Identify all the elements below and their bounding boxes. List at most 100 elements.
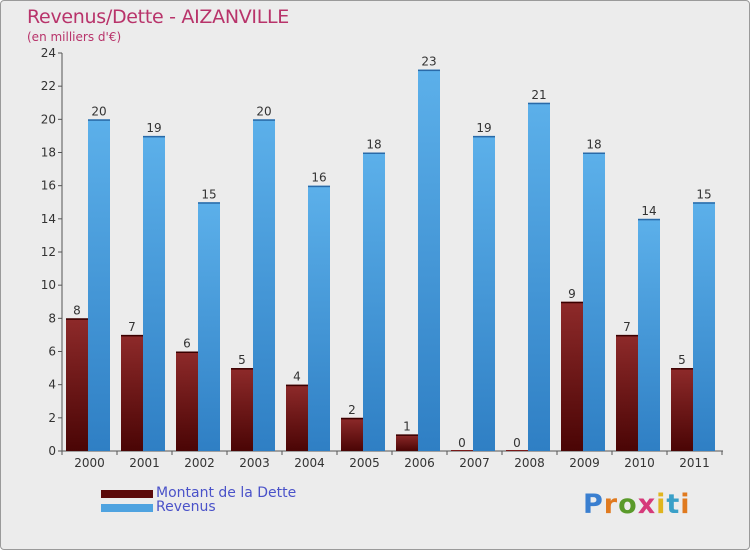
- y-tick-label: 22: [41, 79, 56, 93]
- data-label: 16: [311, 171, 326, 185]
- logo-letter: P: [583, 489, 604, 520]
- bar-revenus-top: [308, 185, 330, 188]
- y-tick-label: 14: [41, 212, 56, 226]
- x-tick-label: 2005: [349, 456, 380, 470]
- bar-dette: [451, 450, 473, 451]
- y-tick-label: 18: [41, 146, 56, 160]
- bar-dette: [286, 384, 308, 451]
- bar-revenus: [418, 69, 440, 451]
- x-tick-label: 2007: [459, 456, 490, 470]
- legend-swatch-dette: [101, 490, 153, 498]
- bar-revenus-top: [363, 152, 385, 154]
- data-label: 18: [586, 138, 601, 152]
- bar-revenus: [363, 152, 385, 451]
- data-label: 7: [128, 320, 136, 334]
- bar-dette: [616, 334, 638, 451]
- bar-dette-top: [671, 368, 693, 370]
- data-label: 7: [623, 320, 631, 334]
- data-label: 20: [256, 104, 271, 118]
- bar-revenus-top: [198, 202, 220, 204]
- bar-revenus: [473, 135, 495, 451]
- proxiti-logo: Proxiti: [583, 489, 691, 520]
- bar-revenus: [88, 119, 110, 451]
- bar-revenus: [308, 185, 330, 451]
- x-tick-label: 2000: [74, 456, 105, 470]
- logo-letter: o: [618, 489, 638, 520]
- x-tick-label: 2008: [514, 456, 545, 470]
- bar-dette-top: [616, 334, 638, 337]
- bar-dette-top: [66, 318, 88, 320]
- bar-dette: [506, 450, 528, 451]
- x-tick-label: 2003: [239, 456, 270, 470]
- bar-dette: [66, 318, 88, 451]
- logo-letter: i: [656, 489, 667, 520]
- bar-revenus-top: [528, 102, 550, 105]
- bar-dette: [671, 368, 693, 451]
- chart-subtitle: (en milliers d'€): [27, 30, 122, 44]
- bar-dette: [121, 334, 143, 451]
- y-tick-label: 8: [48, 311, 56, 325]
- logo-letter: r: [603, 489, 619, 520]
- data-label: 19: [146, 121, 161, 135]
- data-label: 5: [238, 353, 246, 367]
- x-tick-label: 2001: [129, 456, 160, 470]
- data-label: 20: [91, 104, 106, 118]
- bar-revenus-top: [253, 119, 275, 121]
- bar-revenus-top: [583, 152, 605, 154]
- bar-dette-top: [341, 417, 363, 420]
- data-label: 21: [531, 88, 546, 102]
- x-tick-label: 2004: [294, 456, 325, 470]
- x-tick-label: 2011: [679, 456, 710, 470]
- y-tick-label: 0: [48, 444, 56, 458]
- y-tick-label: 10: [41, 278, 56, 292]
- bar-revenus-top: [638, 218, 660, 221]
- x-tick-label: 2010: [624, 456, 655, 470]
- y-tick-label: 24: [41, 46, 56, 60]
- data-label: 5: [678, 353, 686, 367]
- y-tick-label: 4: [48, 378, 56, 392]
- data-label: 19: [476, 121, 491, 135]
- x-tick-label: 2002: [184, 456, 215, 470]
- logo-letter: i: [680, 489, 691, 520]
- legend-swatch-revenus: [101, 504, 153, 512]
- bar-revenus-top: [418, 69, 440, 72]
- data-label: 18: [366, 138, 381, 152]
- legend-label-revenus: Revenus: [156, 499, 216, 515]
- bar-dette-top: [396, 434, 418, 436]
- data-label: 0: [513, 436, 521, 450]
- x-tick-label: 2006: [404, 456, 435, 470]
- bar-revenus: [198, 202, 220, 451]
- data-label: 9: [568, 287, 576, 301]
- bar-dette: [396, 434, 418, 451]
- chart-title: Revenus/Dette - AIZANVILLE: [27, 6, 290, 28]
- data-label: 15: [201, 187, 216, 201]
- y-tick-label: 2: [48, 411, 56, 425]
- data-label: 8: [73, 303, 81, 317]
- bar-dette-top: [231, 368, 253, 370]
- bar-revenus-top: [88, 119, 110, 121]
- bar-dette-top: [176, 351, 198, 353]
- bar-dette-top: [561, 301, 583, 304]
- data-label: 23: [421, 55, 436, 69]
- y-tick-label: 16: [41, 179, 56, 193]
- bar-revenus: [583, 152, 605, 451]
- logo-letter: x: [637, 489, 657, 520]
- bar-dette-top: [121, 334, 143, 337]
- y-tick-label: 20: [41, 112, 56, 126]
- logo-letter: t: [666, 489, 681, 520]
- bar-revenus: [528, 102, 550, 451]
- chart-bars: [66, 69, 715, 451]
- data-label: 6: [183, 337, 191, 351]
- legend-label-dette: Montant de la Dette: [156, 485, 297, 501]
- bar-dette: [561, 301, 583, 451]
- data-label: 15: [696, 187, 711, 201]
- data-label: 0: [458, 436, 466, 450]
- x-tick-label: 2009: [569, 456, 600, 470]
- bar-dette: [176, 351, 198, 451]
- bar-revenus: [693, 202, 715, 451]
- data-label: 14: [641, 204, 656, 218]
